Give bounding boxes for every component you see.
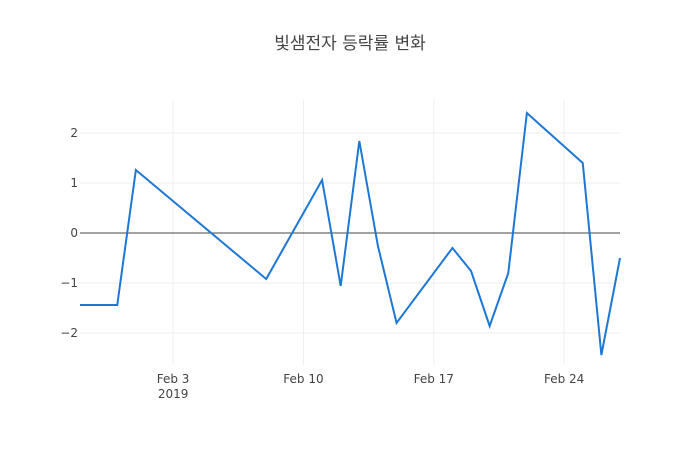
x-tick-label: Feb 3 2019 xyxy=(157,372,190,401)
y-tick-label: −1 xyxy=(60,276,78,290)
line xyxy=(80,110,621,356)
y-tick-label: 0 xyxy=(70,226,78,240)
y-tick-label: 2 xyxy=(70,126,78,140)
y-tick-label: −2 xyxy=(60,326,78,340)
chart-title: 빛샘전자 등락률 변화 xyxy=(274,34,426,54)
x-tick-label: Feb 24 xyxy=(544,372,584,386)
x-tick-label: Feb 17 xyxy=(414,372,454,386)
x-tick-label: Feb 10 xyxy=(283,372,323,386)
y-tick-label: 1 xyxy=(70,176,78,190)
